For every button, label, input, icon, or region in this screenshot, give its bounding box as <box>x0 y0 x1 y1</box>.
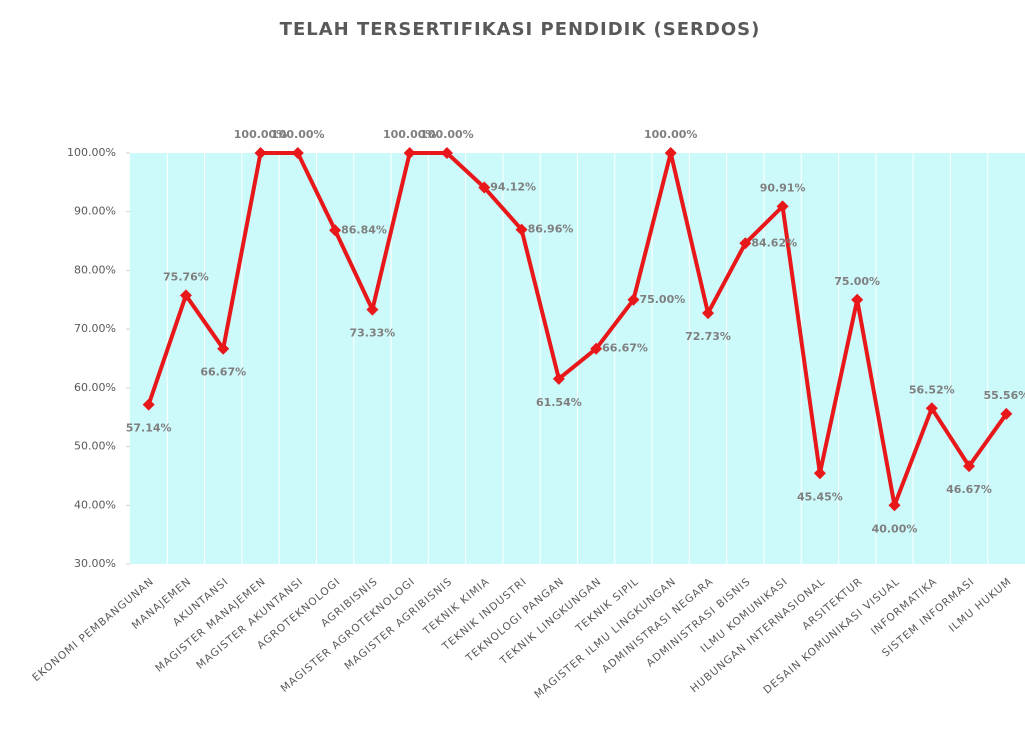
data-label: 100.00% <box>644 128 697 141</box>
data-label: 86.84% <box>341 223 387 236</box>
data-label: 72.73% <box>685 330 731 343</box>
y-tick-label: 60.00% <box>74 381 116 394</box>
data-point <box>739 237 752 250</box>
x-tick-label: INFORMATIKA <box>869 575 940 637</box>
x-tick-label: MAGISTER AGROTEKNOLOGI <box>279 575 418 694</box>
data-label: 73.33% <box>349 327 395 340</box>
x-tick-label: TEKNIK SIPIL <box>573 575 641 635</box>
chart-title: TELAH TERSERTIFIKASI PENDIDIK (SERDOS) <box>280 19 761 40</box>
data-label: 40.00% <box>872 522 918 535</box>
data-label: 46.67% <box>946 483 992 496</box>
y-tick-label: 70.00% <box>74 322 116 335</box>
data-label: 61.54% <box>536 396 582 409</box>
x-tick-label: HUBUNGAN INTERNASIONAL <box>688 575 828 695</box>
data-point <box>515 223 528 236</box>
data-point <box>291 147 304 159</box>
data-label: 45.45% <box>797 490 843 503</box>
data-point <box>664 147 677 159</box>
y-tick-label: 90.00% <box>74 205 116 218</box>
data-point <box>217 342 230 355</box>
data-label: 75.00% <box>639 293 685 306</box>
data-label: 56.52% <box>909 383 955 396</box>
data-label: 100.00% <box>271 128 324 141</box>
data-label: 66.67% <box>200 366 246 379</box>
y-tick-label: 80.00% <box>74 263 116 276</box>
data-point <box>627 293 640 306</box>
data-label: 100.00% <box>420 128 473 141</box>
data-point <box>478 181 491 194</box>
data-point <box>776 200 789 213</box>
x-tick-label: DESAIN KOMUNIKASI VISUAL <box>761 575 902 696</box>
x-tick-label: TEKNIK KIMIA <box>420 575 492 638</box>
data-point <box>813 467 826 480</box>
data-point <box>440 147 453 159</box>
data-point <box>403 147 416 159</box>
data-point <box>329 224 342 237</box>
data-point <box>888 499 901 512</box>
data-point <box>142 398 155 411</box>
y-tick-label: 30.00% <box>74 557 116 570</box>
data-label: 100.00% <box>383 128 436 141</box>
data-label: 57.14% <box>126 422 172 435</box>
data-point <box>1000 407 1013 420</box>
y-tick-label: 100.00% <box>67 146 116 159</box>
data-label: 66.67% <box>602 342 648 355</box>
data-point <box>963 460 976 473</box>
y-tick-label: 40.00% <box>74 498 116 511</box>
data-point <box>851 293 864 306</box>
data-label: 100.00% <box>234 128 287 141</box>
y-tick-label: 50.00% <box>74 440 116 453</box>
data-point <box>179 289 192 302</box>
data-point <box>925 402 938 415</box>
data-label: 90.91% <box>760 181 806 194</box>
data-point <box>552 372 565 385</box>
data-label: 55.56% <box>983 389 1025 402</box>
data-label: 84.62% <box>751 236 797 249</box>
x-tick-label: ILMU HUKUM <box>947 575 1014 634</box>
data-line <box>146 151 1008 508</box>
data-label: 75.76% <box>163 270 209 283</box>
data-point <box>702 307 715 320</box>
data-label: 86.96% <box>528 223 574 236</box>
data-label: 94.12% <box>490 181 536 194</box>
data-point <box>254 147 267 159</box>
data-point <box>366 303 379 316</box>
data-label: 75.00% <box>834 275 880 288</box>
data-point <box>590 342 603 355</box>
